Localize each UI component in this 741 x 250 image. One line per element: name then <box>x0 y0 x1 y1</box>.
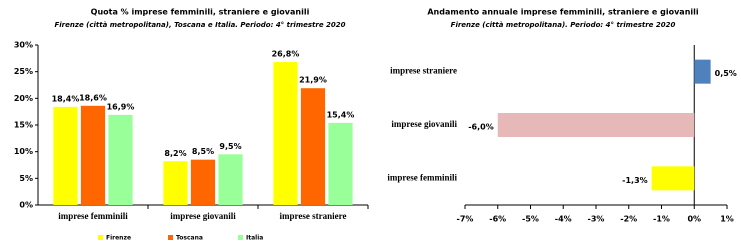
data-label: 18,4% <box>52 94 80 103</box>
bar <box>163 161 188 205</box>
legend-swatch <box>168 235 173 240</box>
bar <box>108 114 133 205</box>
legend-label: Italia <box>246 235 263 242</box>
data-label: 8,5% <box>192 147 214 156</box>
data-label: 21,9% <box>299 76 327 85</box>
x-tick-label: imprese straniere <box>280 211 347 221</box>
x-tick-label: imprese femminili <box>58 211 128 221</box>
chart-subtitle: Firenze (città metropolitana). Periodo: … <box>451 21 676 29</box>
x-tick-label: imprese giovanili <box>170 211 236 221</box>
bar <box>300 88 326 205</box>
bar <box>273 62 298 205</box>
y-tick-label: 10% <box>14 147 33 156</box>
x-tick-label: -5% <box>522 215 539 224</box>
x-tick-label: 0% <box>687 215 701 224</box>
y-tick-label: imprese femminili <box>387 172 457 182</box>
x-tick-label: -2% <box>620 215 637 224</box>
y-tick-label: 20% <box>14 94 33 103</box>
data-label: 16,9% <box>107 102 135 111</box>
x-tick-label: 1% <box>720 215 734 224</box>
data-label: -1,3% <box>622 176 648 185</box>
y-tick-label: imprese giovanili <box>391 119 457 129</box>
y-tick-label: 5% <box>19 174 33 183</box>
y-tick-label: imprese straniere <box>390 66 457 76</box>
x-tick-label: -6% <box>489 215 506 224</box>
data-label: 8,2% <box>164 149 186 158</box>
x-tick-label: -3% <box>588 215 605 224</box>
data-label: 26,8% <box>272 50 300 59</box>
bar <box>328 122 353 205</box>
y-tick-label: 30% <box>14 41 33 50</box>
chart-title: Andamento annuale imprese femminili, str… <box>427 8 699 17</box>
legend-label: Firenze <box>106 235 131 242</box>
y-tick-label: 25% <box>14 67 33 76</box>
chart-title: Quota % imprese femminili, straniere e g… <box>91 8 310 17</box>
legend-swatch <box>238 235 243 240</box>
bar <box>497 113 695 137</box>
bar <box>218 154 243 205</box>
bar <box>651 166 695 191</box>
bar <box>190 159 216 205</box>
chart-subtitle: Firenze (città metropolitana), Toscana e… <box>55 21 346 29</box>
x-tick-label: -7% <box>457 215 474 224</box>
legend-label: Toscana <box>176 235 203 242</box>
x-tick-label: -1% <box>653 215 670 224</box>
bar <box>80 105 106 205</box>
data-label: -6,0% <box>468 123 494 132</box>
data-label: 9,5% <box>219 142 241 151</box>
bar <box>694 59 711 84</box>
bar <box>53 106 78 205</box>
x-tick-label: -4% <box>555 215 572 224</box>
data-label: 18,6% <box>79 93 107 102</box>
y-tick-label: 0% <box>19 201 33 210</box>
legend-swatch <box>98 235 103 240</box>
y-tick-label: 15% <box>14 121 33 130</box>
data-label: 0,5% <box>715 69 737 78</box>
data-label: 15,4% <box>327 110 355 119</box>
